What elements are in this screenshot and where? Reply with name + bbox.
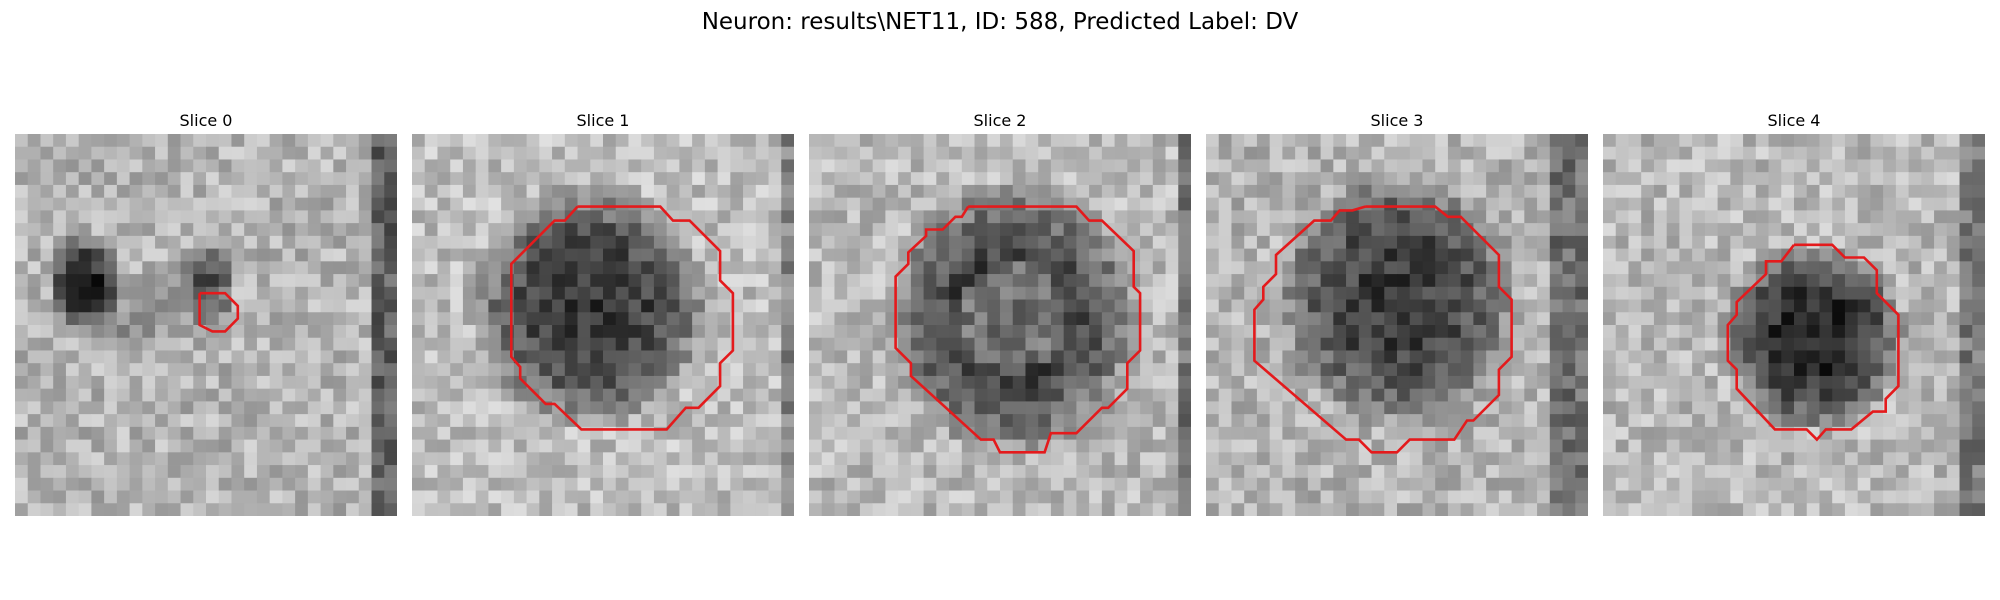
- grayscale-pixel-grid: [15, 134, 397, 516]
- slice-image: [15, 134, 397, 516]
- roi-contour: [510, 205, 735, 431]
- slice-panel-1: Slice 1: [412, 108, 794, 516]
- slice-panel-2: Slice 2: [809, 108, 1191, 516]
- grayscale-pixel-grid: [1603, 134, 1985, 516]
- slice-title: Slice 0: [179, 111, 233, 130]
- roi-contour: [894, 205, 1142, 454]
- slice-title: Slice 2: [973, 111, 1027, 130]
- slice-panel-4: Slice 4: [1603, 108, 1985, 516]
- slice-panel-3: Slice 3: [1206, 108, 1588, 516]
- roi-contour: [1726, 243, 1900, 442]
- roi-contour: [198, 291, 240, 333]
- slice-image: [412, 134, 794, 516]
- slice-image: [809, 134, 1191, 516]
- slice-panel-0: Slice 0: [15, 108, 397, 516]
- slice-title: Slice 1: [576, 111, 630, 130]
- slice-title: Slice 3: [1370, 111, 1424, 130]
- grayscale-pixel-grid: [412, 134, 794, 516]
- roi-contour: [1253, 205, 1513, 454]
- grayscale-pixel-grid: [809, 134, 1191, 516]
- slice-image: [1603, 134, 1985, 516]
- slice-title: Slice 4: [1767, 111, 1821, 130]
- grayscale-pixel-grid: [1206, 134, 1588, 516]
- slice-image: [1206, 134, 1588, 516]
- figure-title: Neuron: results\NET11, ID: 588, Predicte…: [701, 9, 1299, 35]
